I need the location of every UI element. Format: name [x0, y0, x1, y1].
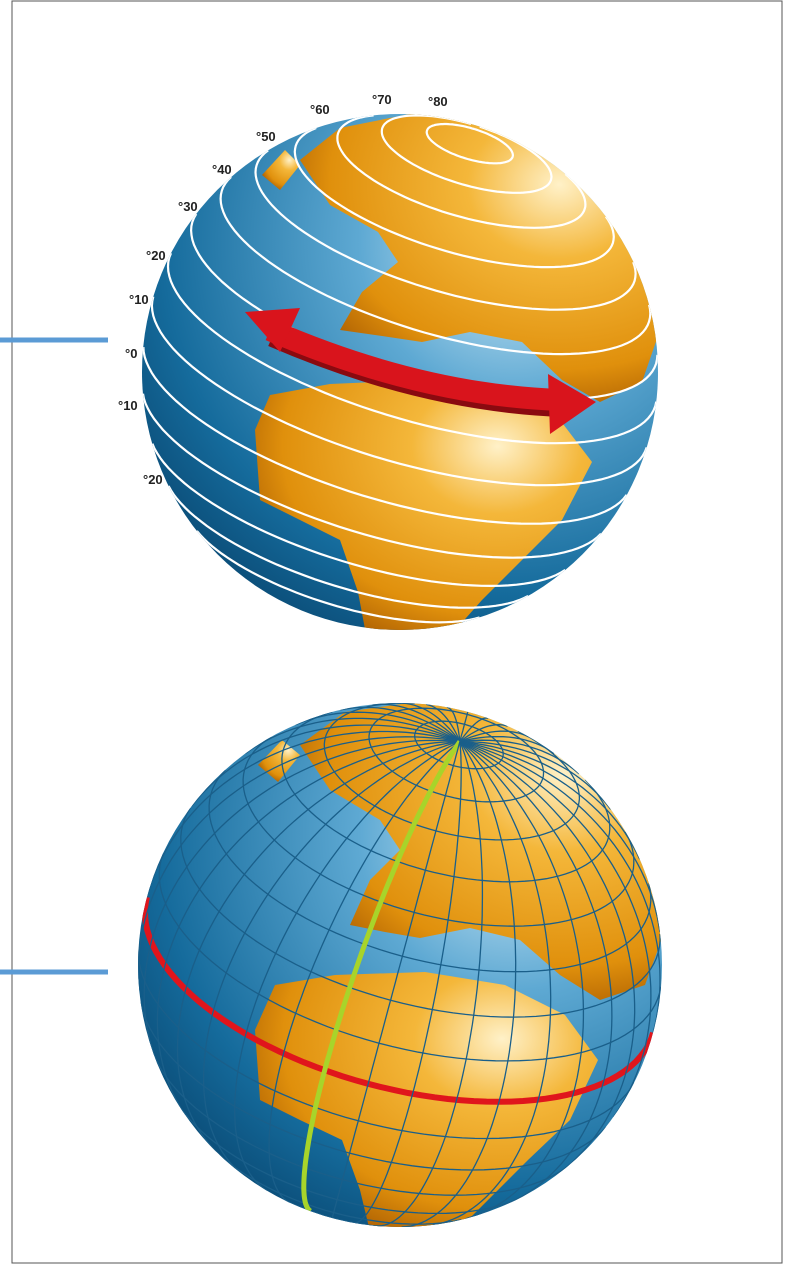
direction-arrow [245, 308, 596, 434]
latitude-line [219, 176, 652, 356]
meridian-line [459, 740, 652, 1118]
latitude-label: °10 [129, 292, 149, 307]
meridian-line [376, 741, 484, 1227]
africa [255, 972, 598, 1227]
latitude-label: °0 [125, 346, 137, 361]
meridian-line [459, 741, 613, 1203]
meridian-line [459, 730, 530, 743]
latitude-label: °80 [428, 94, 448, 109]
meridian-line [432, 741, 552, 1226]
latitude-line [166, 252, 658, 445]
meridian-line [295, 711, 461, 743]
meridian-line [234, 741, 461, 1192]
latitude-line [167, 485, 529, 609]
meridian-line [202, 740, 461, 1175]
prime-meridian [301, 740, 462, 1214]
meridian-line [176, 740, 460, 1153]
meridian-line [354, 741, 462, 1224]
meridian-line [459, 724, 508, 743]
arrow-body [265, 319, 561, 411]
meridian-line [340, 706, 461, 743]
eurasia [300, 114, 658, 402]
meridian-line [190, 724, 461, 807]
meridian-line [268, 741, 461, 1204]
meridian-line [138, 736, 461, 991]
latitude-label: °40 [212, 162, 232, 177]
meridian-line [446, 706, 461, 742]
meridian-line [426, 703, 461, 742]
meridian-line [459, 735, 555, 754]
meridian-line [146, 730, 461, 898]
meridian-line [459, 741, 585, 1220]
meridian-line [372, 703, 461, 743]
latitude-line [142, 347, 628, 525]
latitude-line [425, 122, 515, 165]
latitude-label: °30 [178, 199, 198, 214]
meridian-line [331, 741, 461, 1219]
meridian-line [245, 717, 461, 755]
eurasia [300, 703, 662, 1000]
latitude-line [254, 149, 637, 311]
land [255, 703, 662, 1227]
meridian-line [459, 740, 661, 1033]
latitude-label: °60 [310, 102, 330, 117]
latitude-line [151, 443, 566, 588]
globe-grid [138, 703, 662, 1227]
globe-latitudes: °80 °70 °60 °50 °40 °30 °20 °10 °0 °10 °… [118, 92, 658, 630]
latitude-label: °20 [143, 472, 163, 487]
latitude-label: °50 [256, 129, 276, 144]
latitude-line [150, 296, 648, 487]
latitude-label: °70 [372, 92, 392, 107]
meridian-line [459, 717, 489, 742]
greenland [262, 150, 300, 190]
meridian-line [156, 740, 460, 1116]
meridian-line [402, 703, 461, 742]
arrow-head [245, 308, 300, 352]
latitude-line [196, 530, 480, 624]
meridian-line [459, 740, 641, 860]
latitude-line [336, 114, 587, 229]
latitude-line [142, 393, 602, 559]
latitude-line [293, 126, 615, 269]
arrow-head [548, 374, 596, 434]
latitude-label: °20 [146, 248, 166, 263]
africa [255, 380, 592, 630]
meridian-line [143, 739, 460, 1065]
meridian-line [401, 741, 517, 1227]
land [255, 114, 658, 630]
meridian-line [459, 739, 580, 775]
latitude-label: °10 [118, 398, 138, 413]
meridian-line [459, 711, 469, 742]
meridian-line [459, 740, 661, 933]
meridian-line [459, 740, 612, 810]
frame [11, 0, 783, 1264]
latitude-line [380, 114, 553, 194]
meridian-line [459, 741, 636, 1173]
